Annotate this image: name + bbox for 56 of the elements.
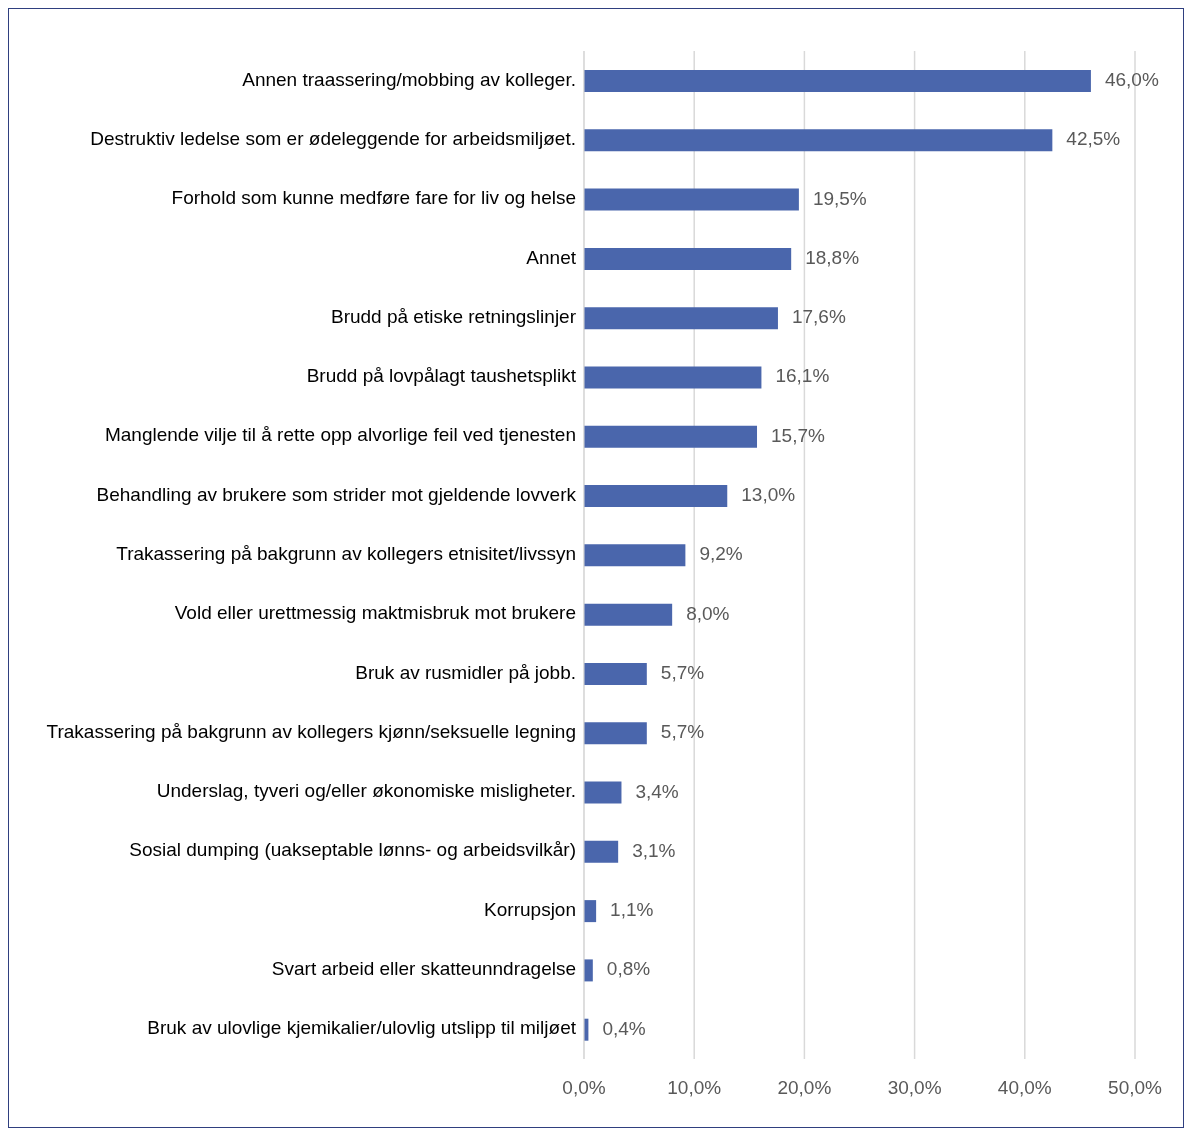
x-tick-label: 50,0% (1108, 1077, 1163, 1099)
data-label: 3,4% (635, 780, 679, 802)
bar (584, 129, 1053, 152)
bar (584, 544, 686, 567)
bar (584, 425, 758, 448)
bar (584, 781, 622, 804)
data-label: 15,7% (771, 424, 825, 446)
y-tick-label: Bruk av ulovlige kjemikalier/ulovlig utslipp til miljøet (147, 1017, 577, 1039)
bar (584, 840, 619, 863)
bar (584, 722, 647, 745)
bar (584, 959, 593, 982)
data-label: 19,5% (812, 187, 867, 209)
data-label: 5,7% (660, 661, 705, 683)
bar (584, 366, 762, 389)
bar (584, 900, 597, 923)
data-label: 17,6% (791, 306, 846, 328)
y-tick-label: Trakassering på bakgrunn av kollegers etnisitet/livssyn (116, 543, 576, 565)
bar (584, 247, 792, 270)
bar (584, 70, 1091, 92)
bar (584, 188, 799, 211)
y-tick-label: Vold eller urettmessig maktmisbruk mot brukere (174, 602, 576, 624)
y-tick-label: Brudd på lovpålagt taushetsplikt (306, 365, 577, 387)
y-tick-label: Annet (526, 246, 577, 268)
x-tick-label: 20,0% (777, 1077, 832, 1099)
x-tick-label: 0,0% (562, 1077, 606, 1099)
data-label: 16,1% (775, 365, 830, 387)
y-tick-label: Brudd på etiske retningslinjer (330, 305, 577, 327)
data-label: 5,7% (660, 721, 705, 743)
y-tick-label: Behandling av brukere som strider mot gjeldende lovverk (96, 483, 577, 505)
bar (584, 307, 778, 330)
y-tick-label: Bruk av rusmidler på jobb. (355, 661, 576, 683)
data-label: 8,0% (686, 602, 730, 624)
data-label: 3,1% (632, 839, 676, 861)
bar (584, 603, 673, 626)
bar (584, 485, 728, 508)
data-label: 9,2% (699, 543, 743, 565)
x-tick-label: 40,0% (997, 1077, 1052, 1099)
x-tick-label: 30,0% (887, 1077, 942, 1099)
y-tick-label: Sosial dumping (uakseptable lønns- og arbeidsvilkår) (129, 839, 576, 861)
y-tick-label: Annen traassering/mobbing av kolleger. (242, 68, 576, 90)
y-tick-label: Underslag, tyveri og/eller økonomiske misligheter. (156, 780, 576, 802)
y-tick-label: Trakassering på bakgrunn av kollegers kjønn/seksuelle legning (46, 720, 576, 742)
y-tick-label: Manglende vilje til å rette opp alvorlige feil ved tjenesten (104, 424, 576, 446)
bar (584, 662, 647, 685)
y-tick-label: Korrupsjon (484, 898, 576, 920)
data-label: 0,4% (602, 1017, 646, 1039)
x-tick-label: 10,0% (667, 1077, 722, 1099)
data-label: 1,1% (610, 899, 654, 921)
data-label: 13,0% (741, 484, 796, 506)
y-tick-label: Forhold som kunne medføre fare for liv og helse (171, 187, 576, 209)
data-label: 42,5% (1066, 128, 1121, 150)
data-label: 46,0% (1104, 69, 1159, 91)
y-tick-label: Destruktiv ledelse som er ødeleggende for arbeidsmiljøet. (90, 127, 576, 149)
y-tick-label: Svart arbeid eller skatteunndragelse (271, 958, 576, 980)
data-label: 0,8% (606, 958, 651, 980)
data-label: 18,8% (805, 246, 860, 268)
